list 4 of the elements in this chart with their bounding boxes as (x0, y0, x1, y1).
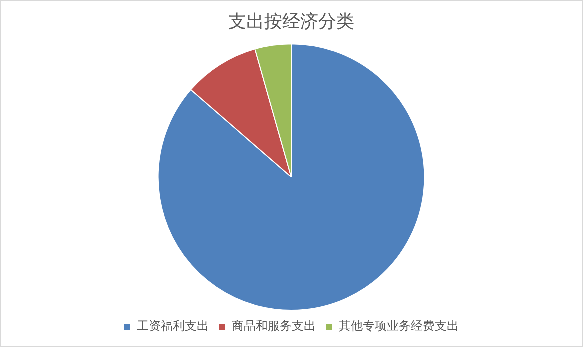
chart-title: 支出按经济分类 (228, 11, 354, 32)
legend-label: 工资福利支出 (137, 319, 209, 334)
legend-label: 商品和服务支出 (232, 319, 316, 334)
legend-label: 其他专项业务经费支出 (339, 319, 459, 334)
